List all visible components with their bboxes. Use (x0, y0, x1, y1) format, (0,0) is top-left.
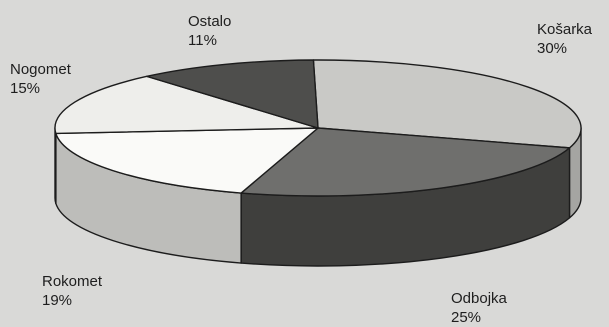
label-ostalo-value: 11% (188, 32, 217, 49)
pie-side-nogomet (54, 127, 57, 205)
label-rokomet-name: Rokomet (42, 273, 103, 290)
label-odbojka: Odbojka 25% (451, 289, 507, 327)
label-nogomet-value: 15% (10, 80, 41, 97)
pie-slice-odbojka (240, 127, 571, 197)
pie-slice-nogomet (54, 75, 319, 135)
label-rokomet-value: 19% (42, 292, 73, 309)
pie-slice-ostalo (146, 59, 319, 129)
pie-slice-rokomet (55, 127, 319, 194)
label-rokomet: Rokomet 19% (42, 272, 102, 310)
pie-side-walls (54, 127, 582, 267)
pie-slice-kosarka (312, 59, 582, 149)
pie-top-faces (54, 59, 582, 197)
label-ostalo-name: Ostalo (188, 13, 232, 30)
label-kosarka: Košarka 30% (537, 20, 592, 58)
label-odbojka-value: 25% (451, 309, 482, 326)
label-kosarka-name: Košarka (537, 21, 593, 38)
label-ostalo: Ostalo 11% (188, 12, 231, 50)
label-nogomet-name: Nogomet (10, 61, 71, 78)
label-odbojka-name: Odbojka (451, 290, 507, 307)
label-kosarka-value: 30% (537, 40, 568, 57)
label-nogomet: Nogomet 15% (10, 60, 71, 98)
